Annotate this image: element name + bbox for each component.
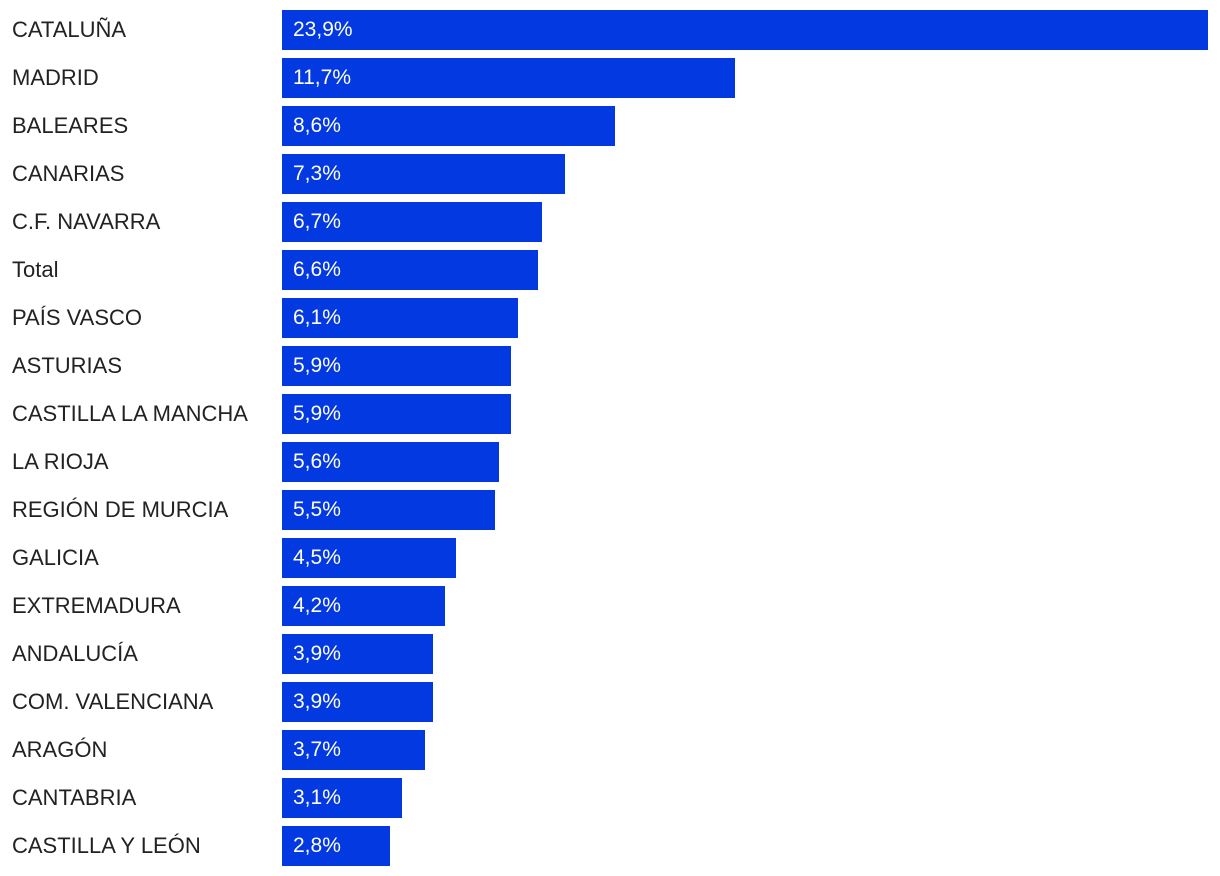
data-label: 3,1% bbox=[293, 786, 341, 809]
bar bbox=[282, 346, 511, 386]
bar bbox=[282, 730, 425, 770]
bar bbox=[282, 202, 542, 242]
data-label: 3,7% bbox=[293, 738, 341, 761]
bar bbox=[282, 826, 390, 866]
bar bbox=[282, 394, 511, 434]
data-label: 5,5% bbox=[293, 498, 341, 521]
data-label: 2,8% bbox=[293, 834, 341, 857]
bar bbox=[282, 250, 538, 290]
bar bbox=[282, 58, 735, 98]
bar bbox=[282, 298, 518, 338]
category-label: CANARIAS bbox=[12, 161, 125, 186]
data-label: 5,6% bbox=[293, 450, 341, 473]
bar bbox=[282, 778, 402, 818]
category-label: BALEARES bbox=[12, 113, 129, 138]
category-label: CASTILLA Y LEÓN bbox=[12, 833, 201, 858]
bar bbox=[282, 10, 1208, 50]
data-label: 3,9% bbox=[293, 642, 341, 665]
category-label: ARAGÓN bbox=[12, 737, 108, 762]
data-label: 4,5% bbox=[293, 546, 341, 569]
category-label: LA RIOJA bbox=[12, 449, 109, 474]
bar bbox=[282, 490, 495, 530]
data-label: 8,6% bbox=[293, 114, 341, 137]
category-label: Total bbox=[12, 257, 59, 282]
data-label: 7,3% bbox=[293, 162, 341, 185]
category-label: ANDALUCÍA bbox=[12, 641, 138, 666]
category-label: GALICIA bbox=[12, 545, 99, 570]
data-label: 11,7% bbox=[293, 66, 351, 89]
bar bbox=[282, 442, 499, 482]
category-label: CASTILLA LA MANCHA bbox=[12, 401, 248, 426]
data-label: 4,2% bbox=[293, 594, 341, 617]
category-label: COM. VALENCIANA bbox=[12, 689, 214, 714]
bar bbox=[282, 634, 433, 674]
data-label: 6,6% bbox=[293, 258, 341, 281]
data-label: 23,9% bbox=[293, 18, 353, 41]
category-label: PAÍS VASCO bbox=[12, 305, 143, 330]
data-label: 6,1% bbox=[293, 306, 341, 329]
data-label: 5,9% bbox=[293, 354, 341, 377]
bar bbox=[282, 106, 615, 146]
category-label: CANTABRIA bbox=[12, 785, 137, 810]
bar bbox=[282, 586, 445, 626]
category-label: EXTREMADURA bbox=[12, 593, 181, 618]
category-label: MADRID bbox=[12, 65, 99, 90]
data-label: 5,9% bbox=[293, 402, 341, 425]
data-label: 3,9% bbox=[293, 690, 341, 713]
bar bbox=[282, 682, 433, 722]
category-label: REGIÓN DE MURCIA bbox=[12, 497, 229, 522]
bar bbox=[282, 154, 565, 194]
category-label: C.F. NAVARRA bbox=[12, 209, 161, 234]
data-label: 6,7% bbox=[293, 210, 341, 233]
bar bbox=[282, 538, 456, 578]
category-label: ASTURIAS bbox=[12, 353, 123, 378]
category-label: CATALUÑA bbox=[12, 17, 127, 42]
